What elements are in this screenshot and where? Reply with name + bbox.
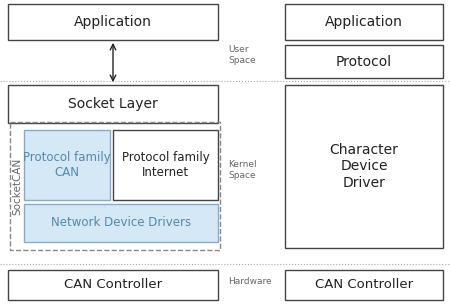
Text: Protocol family
CAN: Protocol family CAN bbox=[23, 151, 111, 179]
Bar bbox=[285, 45, 443, 78]
Bar bbox=[113, 130, 218, 200]
Bar bbox=[285, 4, 443, 40]
Text: Application: Application bbox=[325, 15, 403, 29]
Text: User
Space: User Space bbox=[228, 45, 256, 65]
Text: Protocol family
Internet: Protocol family Internet bbox=[122, 151, 209, 179]
Bar bbox=[24, 130, 110, 200]
Bar bbox=[285, 85, 443, 248]
Bar bbox=[285, 270, 443, 300]
Bar bbox=[8, 270, 218, 300]
Text: Character
Device
Driver: Character Device Driver bbox=[329, 143, 398, 190]
Text: Application: Application bbox=[74, 15, 152, 29]
Text: Hardware: Hardware bbox=[228, 278, 272, 286]
Text: Protocol: Protocol bbox=[336, 54, 392, 68]
Text: CAN Controller: CAN Controller bbox=[64, 278, 162, 292]
Text: Network Device Drivers: Network Device Drivers bbox=[51, 216, 191, 230]
Text: Socket Layer: Socket Layer bbox=[68, 97, 158, 111]
Bar bbox=[8, 4, 218, 40]
Text: SocketCAN: SocketCAN bbox=[12, 157, 22, 215]
Bar bbox=[8, 85, 218, 123]
Bar bbox=[24, 204, 218, 242]
Text: Kernel
Space: Kernel Space bbox=[228, 160, 256, 180]
Text: CAN Controller: CAN Controller bbox=[315, 278, 413, 292]
Bar bbox=[10, 122, 220, 250]
